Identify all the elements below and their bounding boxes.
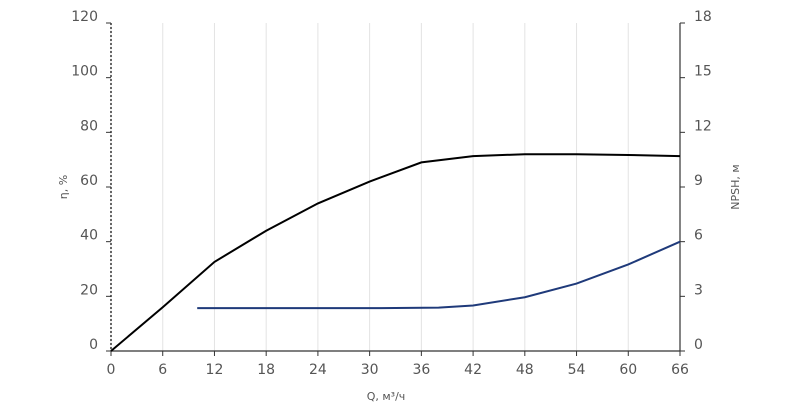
y-tick-label: 0 — [89, 337, 98, 353]
x-tick-label: 60 — [619, 362, 637, 378]
x-tick-label: 6 — [158, 362, 167, 378]
x-tick-label: 12 — [206, 362, 224, 378]
y-axis-label: η, % — [57, 175, 70, 199]
x-tick-label: 18 — [257, 362, 275, 378]
y-tick-label: 80 — [80, 118, 98, 134]
series-line — [110, 153, 681, 352]
y2-tick-label: 18 — [694, 9, 712, 25]
y-tick-label: 40 — [80, 228, 98, 244]
x-axis-label: Q, м³/ч — [367, 390, 406, 403]
y2-tick-label: 15 — [694, 64, 712, 80]
y2-tick-label: 6 — [694, 228, 703, 244]
x-tick-label: 36 — [412, 362, 430, 378]
y2-tick-label: 9 — [694, 173, 703, 189]
y-tick-label: 60 — [80, 173, 98, 189]
y-tick-label: 100 — [71, 64, 98, 80]
y-tick-label: 20 — [80, 282, 98, 298]
x-tick-label: 42 — [464, 362, 482, 378]
y2-tick-label: 12 — [694, 118, 712, 134]
y2-axis-label: NPSH, м — [729, 164, 742, 209]
x-tick-label: 48 — [516, 362, 534, 378]
x-tick-label: 66 — [671, 362, 689, 378]
series-line — [197, 240, 681, 310]
x-tick-label: 0 — [107, 362, 116, 378]
x-tick-label: 54 — [568, 362, 586, 378]
y-tick-label: 120 — [71, 9, 98, 25]
y2-tick-label: 0 — [694, 337, 703, 353]
y2-tick-label: 3 — [694, 282, 703, 298]
x-tick-label: 24 — [309, 362, 327, 378]
x-tick-label: 30 — [361, 362, 379, 378]
